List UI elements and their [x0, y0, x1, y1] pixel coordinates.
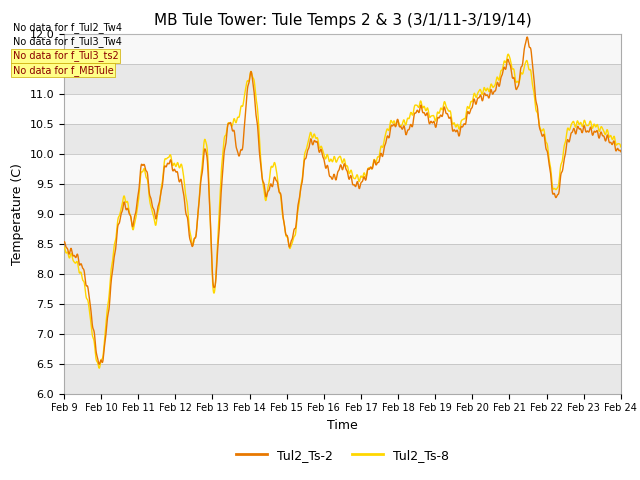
Tul2_Ts-8 [318, 145, 326, 151]
Bar [64, 123, 621, 154]
Y-axis label: Temperature (C): Temperature (C) [11, 163, 24, 264]
Tul2_Ts-2 [378, 151, 385, 156]
Tul2_Ts-8 [297, 186, 305, 192]
Tul2_Ts-8 [126, 212, 134, 217]
Line: Tul2_Ts-8: Tul2_Ts-8 [64, 54, 621, 368]
Tul2_Ts-8 [617, 144, 625, 150]
Tul2_Ts-8 [308, 134, 316, 140]
Bar [64, 303, 621, 334]
Bar [64, 34, 621, 63]
Bar [64, 334, 621, 364]
Bar [64, 183, 621, 214]
X-axis label: Time: Time [327, 419, 358, 432]
Text: No data for f_Tul2_Tw4: No data for f_Tul2_Tw4 [13, 22, 122, 33]
Tul2_Ts-2 [126, 212, 134, 218]
Tul2_Ts-8 [504, 51, 512, 57]
Tul2_Ts-8 [95, 365, 103, 371]
Bar [64, 243, 621, 274]
Tul2_Ts-8 [104, 305, 111, 311]
Bar [64, 214, 621, 243]
Text: No data for f_MBTule: No data for f_MBTule [13, 65, 113, 76]
Tul2_Ts-2 [308, 141, 316, 146]
Line: Tul2_Ts-2: Tul2_Ts-2 [64, 37, 621, 364]
Tul2_Ts-8 [378, 143, 385, 149]
Bar [64, 154, 621, 183]
Legend: Tul2_Ts-2, Tul2_Ts-8: Tul2_Ts-2, Tul2_Ts-8 [231, 444, 454, 467]
Tul2_Ts-2 [318, 151, 326, 157]
Tul2_Ts-8 [60, 244, 68, 250]
Tul2_Ts-2 [95, 361, 103, 367]
Tul2_Ts-2 [104, 315, 111, 321]
Title: MB Tule Tower: Tule Temps 2 & 3 (3/1/11-3/19/14): MB Tule Tower: Tule Temps 2 & 3 (3/1/11-… [154, 13, 531, 28]
Bar [64, 364, 621, 394]
Bar [64, 274, 621, 303]
Tul2_Ts-2 [524, 34, 531, 40]
Text: No data for f_Tul3_ts2: No data for f_Tul3_ts2 [13, 50, 118, 61]
Bar [64, 63, 621, 94]
Tul2_Ts-2 [297, 186, 305, 192]
Bar [64, 94, 621, 123]
Text: No data for f_Tul3_Tw4: No data for f_Tul3_Tw4 [13, 36, 122, 47]
Tul2_Ts-2 [60, 239, 68, 245]
Tul2_Ts-2 [617, 149, 625, 155]
